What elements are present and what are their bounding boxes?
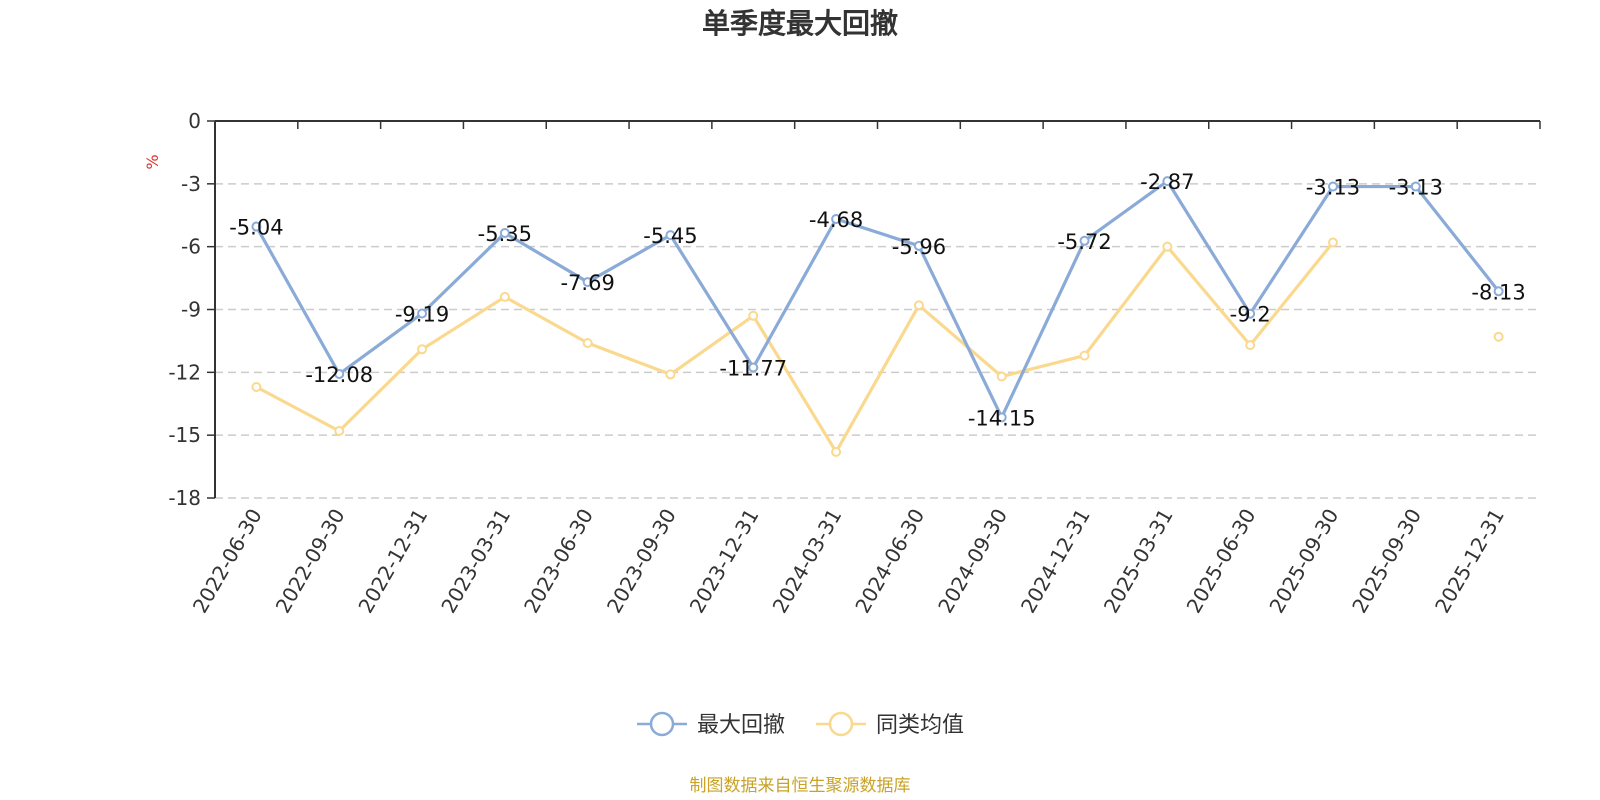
x-tick-label: 2023-09-30: [602, 505, 681, 618]
legend-marker-icon: [649, 711, 675, 737]
data-point: [1493, 286, 1504, 297]
data-point: [665, 230, 676, 241]
x-tick-label: 2025-12-31: [1430, 505, 1509, 618]
data-point: [913, 300, 924, 311]
data-point: [251, 221, 262, 232]
data-point: [1493, 331, 1504, 342]
data-point: [1162, 176, 1173, 187]
x-tick-label: 2023-06-30: [519, 505, 598, 618]
y-tick-label: 0: [188, 109, 201, 133]
data-point: [499, 291, 510, 302]
data-point: [1079, 235, 1090, 246]
x-tick-label: 2022-06-30: [188, 505, 267, 618]
data-point: [417, 308, 428, 319]
x-tick-label: 2024-06-30: [850, 505, 929, 618]
y-tick-label: -15: [168, 423, 201, 447]
legend-item[interactable]: 最大回撤: [637, 711, 785, 738]
x-tick-label: 2023-12-31: [685, 505, 764, 618]
y-tick-labels: 0 -3 -6 -9 -12 -15 -18: [168, 109, 201, 510]
data-label: -9.19: [395, 302, 449, 326]
data-label: -3.13: [1306, 176, 1360, 200]
series-line: [255, 241, 1335, 454]
data-label: -3.13: [1389, 176, 1443, 200]
data-label: -5.96: [892, 235, 946, 259]
data-point: [665, 369, 676, 380]
data-label: -4.68: [809, 208, 863, 232]
x-tick-label: 2022-12-31: [353, 505, 432, 618]
y-tick-label: -3: [181, 172, 201, 196]
y-tick-label: -18: [168, 486, 201, 510]
data-labels: -5.04 -12.08 -9.19 -5.35 -7.69 -5.45 -11.77 -4.…: [229, 170, 1526, 430]
data-point: [1327, 181, 1338, 192]
data-point: [913, 240, 924, 251]
legend-label: 最大回撤: [697, 713, 785, 738]
data-point: [334, 425, 345, 436]
chart-title: 单季度最大回撤: [702, 7, 898, 40]
data-point: [748, 310, 759, 321]
data-point: [417, 344, 428, 355]
data-point: [1162, 241, 1173, 252]
data-label: -9.2: [1230, 303, 1271, 327]
data-point: [831, 446, 842, 457]
data-point: [582, 277, 593, 288]
x-tick-labels: 2022-06-30 2022-09-30 2022-12-31 2023-03-31…: [188, 505, 1509, 618]
x-tick-label: 2023-03-31: [436, 505, 515, 618]
data-point: [831, 214, 842, 225]
legend-item[interactable]: 同类均值: [816, 711, 964, 738]
data-point: [1245, 308, 1256, 319]
data-point: [1079, 350, 1090, 361]
data-point: [334, 369, 345, 380]
x-tick-label: 2025-06-30: [1182, 505, 1261, 618]
data-label: -5.35: [478, 222, 532, 246]
x-tick-label: 2022-09-30: [271, 505, 350, 618]
data-point: [1410, 181, 1421, 192]
x-tick-label: 2025-03-31: [1099, 505, 1178, 618]
data-point: [582, 338, 593, 349]
x-tick-label: 2024-12-31: [1016, 505, 1095, 618]
legend[interactable]: 最大回撤 同类均值: [637, 711, 964, 738]
y-axis-label: %: [143, 154, 162, 169]
legend-label: 同类均值: [876, 713, 964, 738]
data-label: -5.72: [1057, 230, 1111, 254]
y-tick-label: -6: [181, 235, 201, 259]
data-label: -5.45: [643, 224, 697, 248]
y-tick-label: -9: [181, 298, 201, 322]
data-point: [996, 371, 1007, 382]
data-point: [1327, 237, 1338, 248]
data-label: -2.87: [1140, 170, 1194, 194]
series-layer: [251, 176, 1504, 457]
data-point: [996, 412, 1007, 423]
data-label: -8.13: [1471, 280, 1525, 304]
axes: [207, 120, 1541, 499]
source-note: 制图数据来自恒生聚源数据库: [690, 776, 911, 796]
data-label: -11.77: [719, 357, 787, 381]
data-label: -14.15: [968, 406, 1036, 430]
data-point: [1245, 340, 1256, 351]
data-point: [748, 362, 759, 373]
x-tick-label: 2024-09-30: [933, 505, 1012, 618]
series-line: [255, 179, 1500, 419]
data-point: [251, 381, 262, 392]
data-label: -7.69: [560, 271, 614, 295]
x-tick-label: 2025-09-30: [1347, 505, 1426, 618]
data-label: -5.04: [229, 216, 283, 240]
legend-marker-icon: [828, 711, 854, 737]
data-label: -12.08: [305, 363, 373, 387]
x-tick-label: 2024-03-31: [768, 505, 847, 618]
x-tick-label: 2025-09-30: [1264, 505, 1343, 618]
data-point: [499, 228, 510, 239]
y-tick-label: -12: [168, 360, 201, 384]
